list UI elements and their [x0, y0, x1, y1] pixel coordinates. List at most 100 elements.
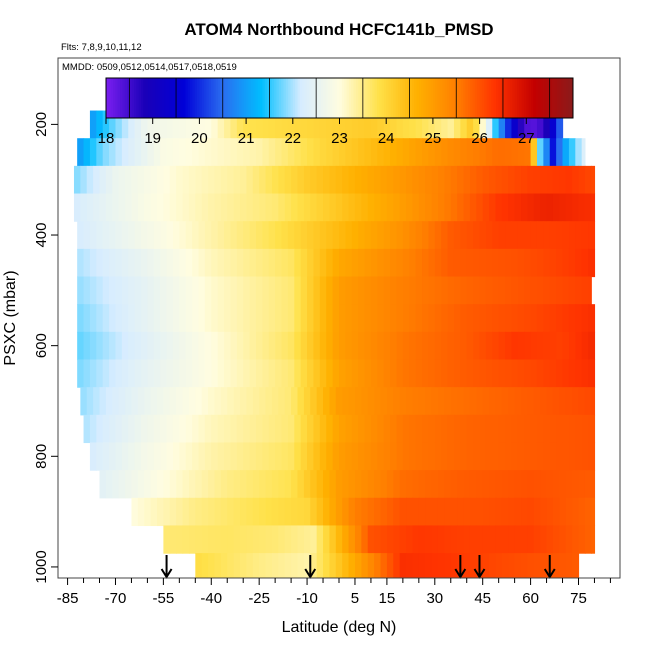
heat-cell [198, 304, 206, 333]
heat-cell [220, 525, 228, 554]
colorbar-segment [192, 78, 196, 118]
heat-cell [517, 221, 525, 250]
heat-cell [489, 165, 497, 195]
heat-cell [473, 276, 481, 305]
heat-cell [182, 165, 190, 195]
colorbar-segment [411, 78, 415, 118]
heat-cell [514, 165, 522, 195]
heat-cell [195, 193, 203, 222]
down-arrow-icon [473, 555, 486, 579]
heat-cell [399, 497, 407, 527]
heat-cell [415, 442, 423, 471]
heat-cell [86, 165, 94, 195]
heat-cell [294, 221, 302, 250]
heat-cell [546, 525, 554, 554]
heat-cell [80, 193, 88, 222]
heat-cell [473, 138, 481, 167]
heat-cell [307, 138, 315, 167]
heat-cell [179, 442, 187, 471]
heat-cell [441, 138, 449, 167]
heat-cell [588, 276, 592, 305]
heat-cell [514, 470, 522, 499]
colorbar-segment [509, 78, 513, 118]
heat-cell [386, 497, 394, 527]
heat-cell [115, 331, 123, 361]
heat-cell [428, 359, 436, 388]
heat-cell [188, 165, 196, 195]
heat-cell [511, 138, 519, 167]
heat-cell [300, 414, 308, 444]
heat-cell [294, 248, 302, 278]
heat-cell [501, 387, 509, 416]
heat-cell [358, 110, 366, 139]
colorbar-segment [498, 78, 502, 118]
heat-cell [530, 138, 538, 167]
heat-cell [552, 165, 560, 195]
heat-cell [323, 553, 331, 578]
heat-cell [179, 359, 187, 388]
heat-cell [89, 414, 97, 444]
heat-cell [511, 442, 519, 471]
heat-cell [227, 165, 235, 195]
heat-cell [262, 442, 270, 471]
heat-cell [358, 248, 366, 278]
heat-cell [342, 193, 350, 222]
heat-cell [83, 138, 91, 167]
heat-cell [572, 193, 580, 222]
heat-cell [147, 442, 155, 471]
heat-cell [255, 331, 263, 361]
colorbar-segment [470, 78, 474, 118]
heat-cell [549, 414, 557, 444]
colorbar-segment [568, 78, 572, 118]
heat-cell [377, 221, 385, 250]
heat-cell [169, 165, 177, 195]
latitude-arrows [160, 555, 556, 579]
heat-cell [144, 193, 152, 222]
heat-cell [390, 442, 398, 471]
x-tick-label: -10 [296, 590, 318, 607]
heat-cell [141, 331, 149, 361]
heat-cell [332, 304, 340, 333]
heat-cell [374, 165, 382, 195]
colorbar [105, 77, 574, 119]
colorbar-segment [309, 78, 312, 118]
heat-cell [316, 165, 324, 195]
colorbar-segment [360, 78, 364, 118]
heat-cell [581, 221, 589, 250]
colorbar-segment [346, 78, 350, 118]
heat-cell [83, 221, 91, 250]
heat-cell [240, 497, 247, 527]
heat-cell [192, 331, 200, 361]
heat-cell [358, 331, 366, 361]
heat-cell [198, 248, 206, 278]
heat-cell [361, 387, 369, 416]
heat-cell [198, 331, 206, 361]
heat-cell [96, 414, 104, 444]
heat-cell [450, 165, 458, 195]
heat-cell [153, 248, 161, 278]
heat-cell [115, 248, 123, 278]
heat-cell [361, 165, 369, 195]
heat-cell [521, 553, 528, 578]
heat-cell [540, 525, 548, 554]
heat-cell [358, 138, 366, 167]
heat-cell [89, 138, 97, 167]
heat-cell [208, 470, 216, 499]
heat-cell [297, 470, 305, 499]
heat-cell [565, 193, 573, 222]
heat-cell [169, 497, 177, 527]
heat-cell [236, 442, 244, 471]
heat-cell [351, 359, 359, 388]
heat-cell [453, 304, 461, 333]
heat-cell [351, 276, 359, 305]
heat-cell [211, 359, 219, 388]
heat-cell [530, 442, 538, 471]
heat-cell [83, 276, 91, 305]
heat-cell [134, 442, 142, 471]
heat-cell [444, 525, 452, 554]
heat-cell [112, 165, 120, 195]
heat-cell [160, 138, 168, 167]
heat-cell [275, 138, 283, 167]
colorbar-segment [248, 78, 252, 118]
